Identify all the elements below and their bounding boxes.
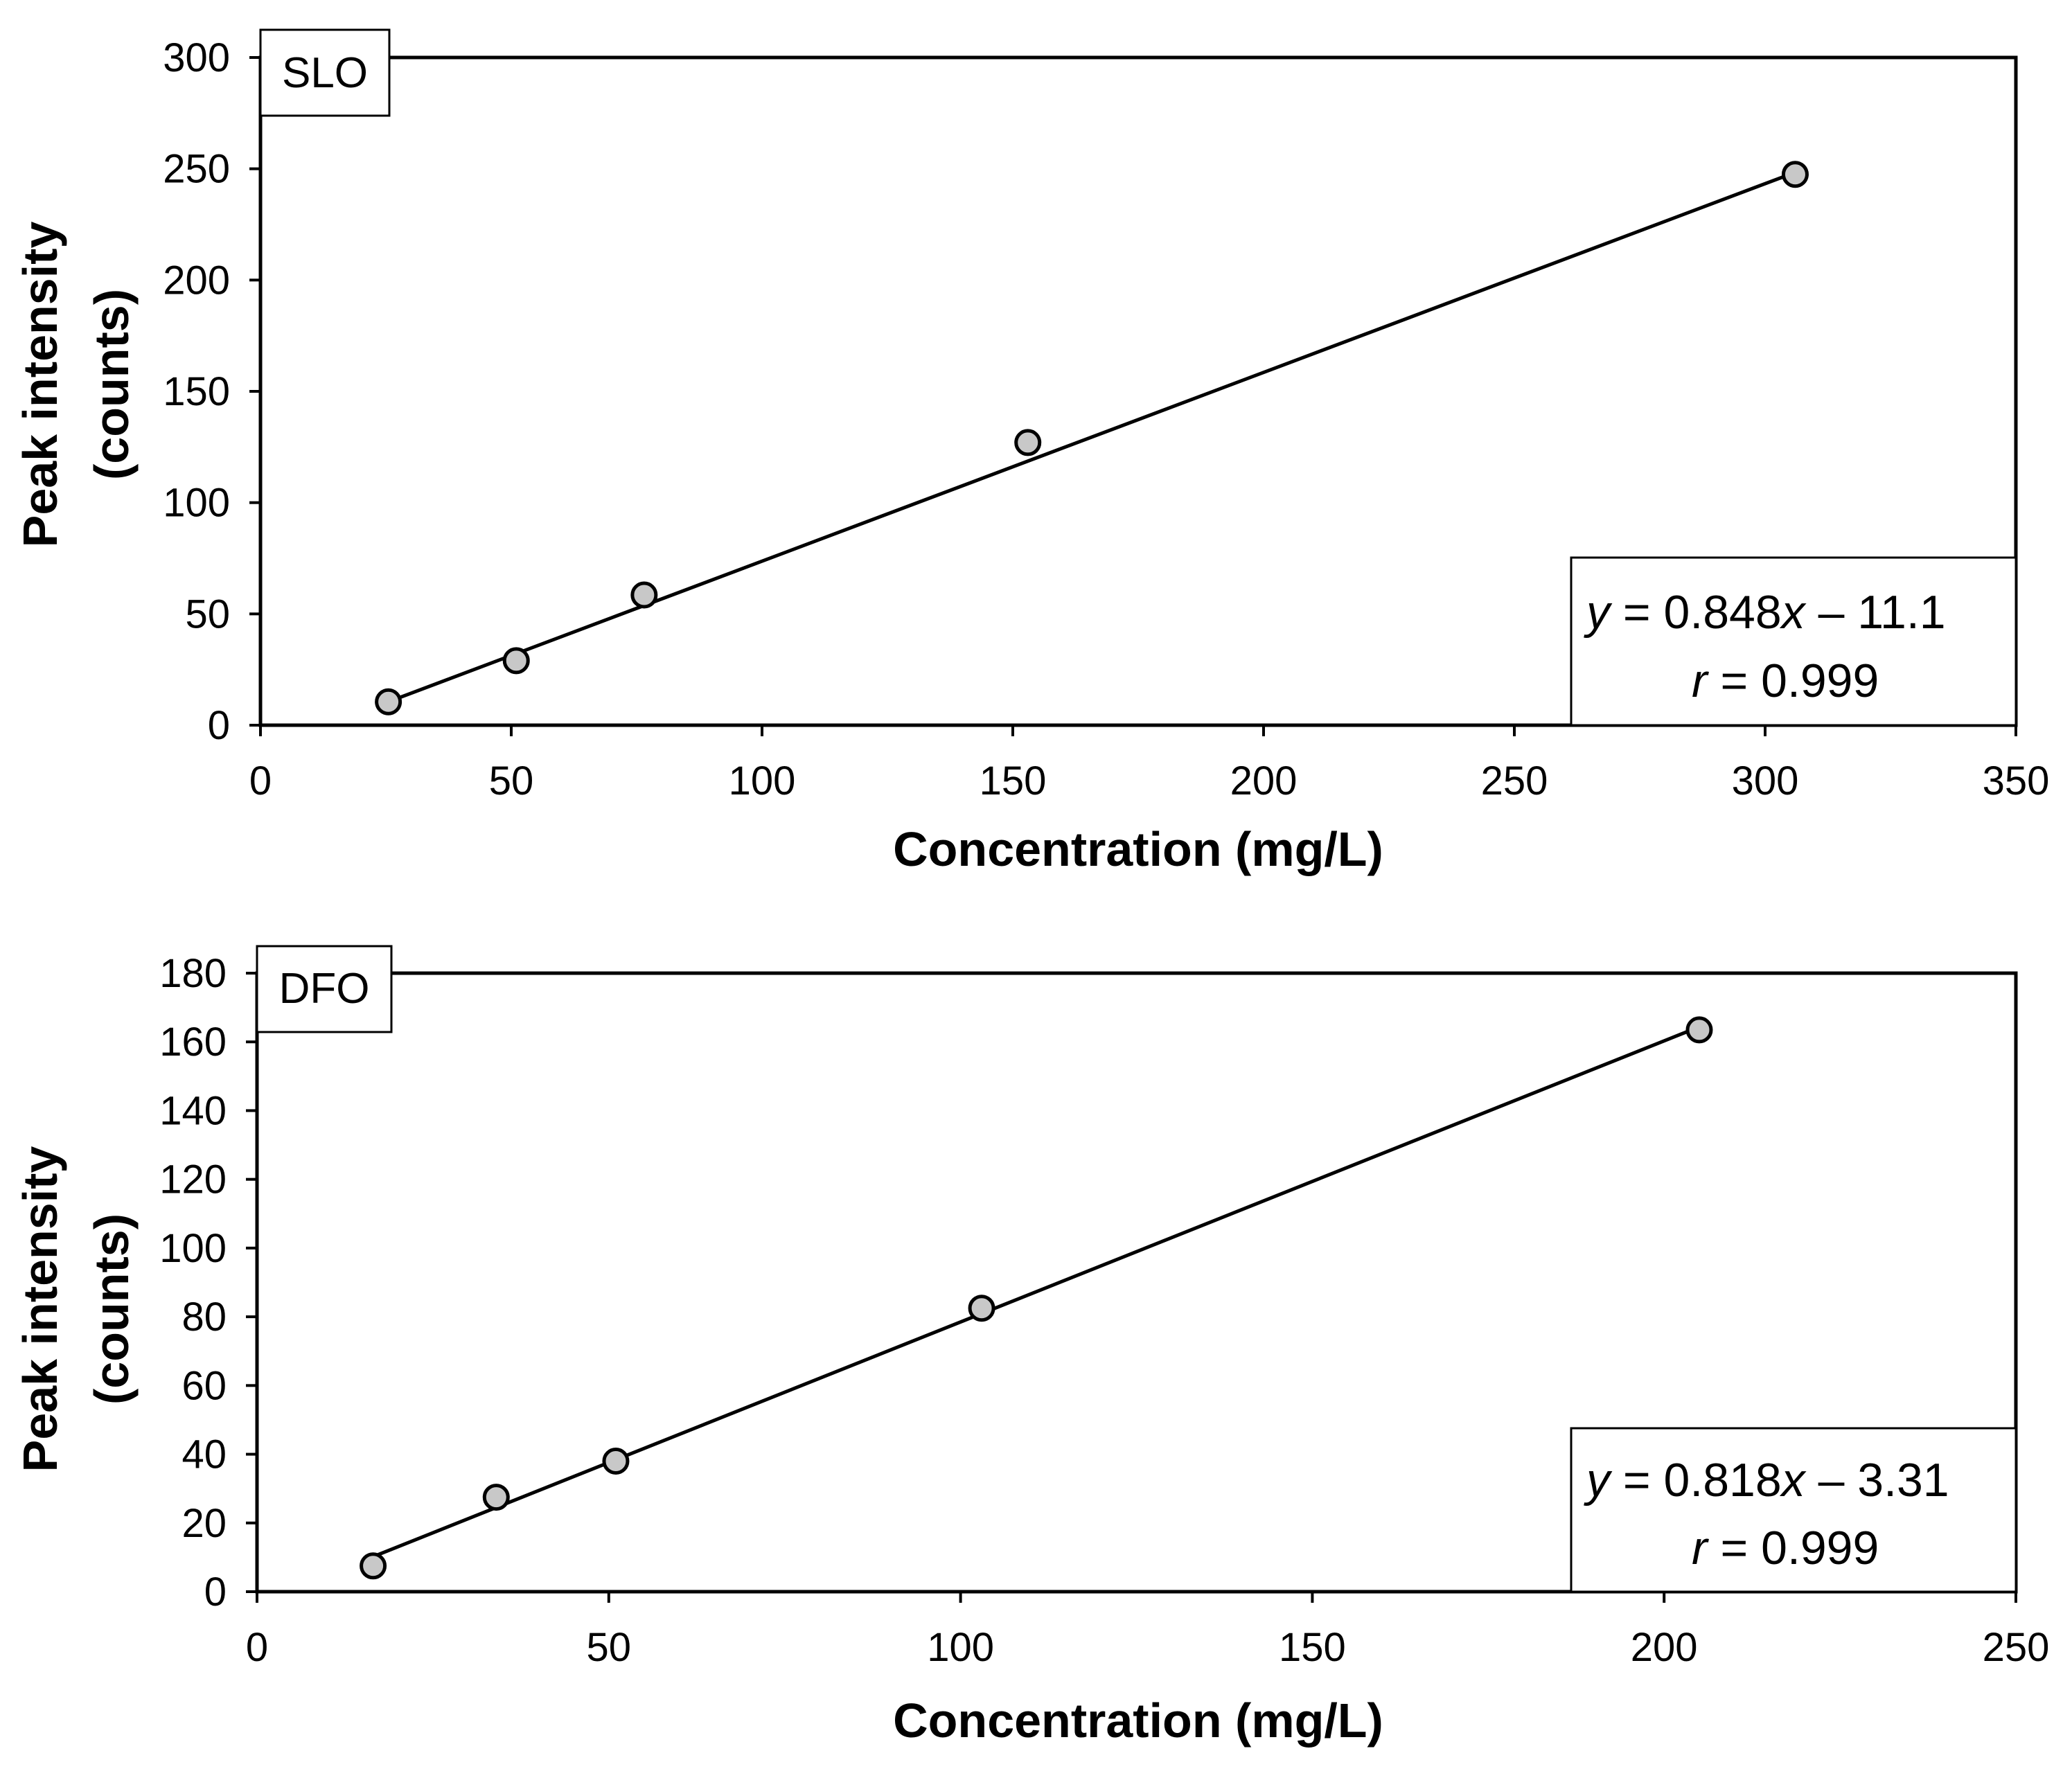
- x-tick-labels-dfo: 0 50 100 150 200 250: [246, 1625, 2050, 1670]
- x-tick-label: 250: [1983, 1625, 2050, 1670]
- x-tick-label: 250: [1481, 758, 1548, 803]
- data-point: [1014, 429, 1042, 456]
- y-tick-label: 120: [159, 1157, 227, 1202]
- x-tick-label: 0: [246, 1625, 268, 1670]
- y-axis-title-line2-dfo: (counts): [85, 1214, 139, 1405]
- data-point: [630, 581, 658, 609]
- equation-slope: = 0.818: [1610, 1454, 1782, 1506]
- y-ticks-slo: [249, 56, 260, 727]
- panel-label-slo: SLO: [282, 49, 368, 97]
- chart-panel-dfo: 0 20 40 60 80 100 120 140 160 180 0 50 100 150 200 250…: [13, 945, 2050, 1748]
- equation-box-dfo: [1570, 1427, 2017, 1593]
- equation-intercept: – 11.1: [1805, 586, 1946, 639]
- y-tick-label: 150: [163, 369, 230, 414]
- x-tick-label: 100: [729, 758, 796, 803]
- data-point: [1781, 161, 1809, 188]
- x-ticks-dfo: [256, 1592, 2017, 1603]
- data-point: [968, 1295, 995, 1322]
- correlation-r-var: r: [1692, 655, 1709, 707]
- y-tick-label: 200: [163, 258, 230, 303]
- x-tick-label: 300: [1732, 758, 1799, 803]
- data-point: [375, 688, 402, 715]
- x-tick-label: 150: [980, 758, 1047, 803]
- data-point: [502, 647, 530, 675]
- y-tick-label: 50: [185, 592, 230, 637]
- correlation-value: = 0.999: [1708, 655, 1879, 707]
- x-tick-labels-slo: 0 50 100 150 200 250 300 350: [249, 758, 2050, 803]
- x-tick-label: 350: [1983, 758, 2050, 803]
- correlation-line-slo: r = 0.999: [1692, 655, 1879, 707]
- data-point: [360, 1552, 387, 1580]
- x-tick-label: 200: [1631, 1625, 1698, 1670]
- y-axis-title-slo: Peak intensity (counts): [13, 222, 139, 548]
- panel-label-dfo: DFO: [279, 965, 370, 1013]
- x-tick-label: 50: [587, 1625, 632, 1670]
- data-points-dfo: [360, 1016, 1713, 1580]
- equation-line-slo: y = 0.848x – 11.1: [1584, 586, 1946, 639]
- equation-line-dfo: y = 0.818x – 3.31: [1584, 1454, 1949, 1506]
- panel-label-box-dfo: [256, 945, 393, 1033]
- equation-x-var: x: [1780, 586, 1807, 639]
- x-axis-title-slo: Concentration (mg/L): [893, 822, 1383, 876]
- fit-line-slo: [387, 170, 1796, 704]
- y-tick-label: 0: [208, 703, 230, 748]
- y-tick-label: 140: [159, 1088, 227, 1133]
- y-axis-title-line2-slo: (counts): [85, 289, 139, 480]
- equation-y-var: y: [1584, 1454, 1613, 1506]
- y-tick-label: 40: [181, 1432, 227, 1477]
- x-tick-label: 0: [249, 758, 272, 803]
- equation-intercept: – 3.31: [1805, 1454, 1949, 1506]
- equation-y-var: y: [1584, 586, 1613, 639]
- y-axis-title-line1-dfo: Peak intensity: [13, 1146, 67, 1473]
- x-tick-label: 200: [1230, 758, 1298, 803]
- y-tick-label: 100: [159, 1226, 227, 1271]
- y-tick-label: 80: [181, 1295, 227, 1340]
- equation-x-var: x: [1780, 1454, 1807, 1506]
- y-tick-label: 180: [159, 951, 227, 996]
- y-tick-label: 300: [163, 35, 230, 80]
- data-points-slo: [375, 161, 1809, 715]
- fit-line-dfo: [372, 1025, 1700, 1558]
- data-point: [602, 1447, 630, 1475]
- correlation-r-var: r: [1692, 1522, 1709, 1574]
- y-tick-label: 20: [181, 1501, 227, 1546]
- y-tick-label: 60: [181, 1363, 227, 1408]
- x-axis-title-dfo: Concentration (mg/L): [893, 1694, 1383, 1748]
- correlation-line-dfo: r = 0.999: [1692, 1522, 1879, 1574]
- y-axis-title-line1-slo: Peak intensity: [13, 222, 67, 548]
- x-tick-label: 50: [489, 758, 534, 803]
- y-tick-label: 160: [159, 1020, 227, 1065]
- y-axis-title-dfo: Peak intensity (counts): [13, 1146, 139, 1473]
- y-tick-label: 250: [163, 147, 230, 192]
- y-tick-labels-slo: 0 50 100 150 200 250 300: [163, 35, 230, 748]
- panel-label-box-slo: [259, 28, 391, 117]
- y-tick-label: 100: [163, 481, 230, 526]
- plot-frame-dfo: [255, 971, 2018, 1594]
- x-tick-label: 100: [927, 1625, 994, 1670]
- y-tick-label: 0: [204, 1570, 227, 1615]
- data-point: [482, 1484, 510, 1511]
- x-ticks-slo: [259, 725, 2017, 736]
- correlation-value: = 0.999: [1708, 1522, 1879, 1574]
- equation-box-slo: [1570, 556, 2017, 727]
- y-ticks-dfo: [246, 972, 257, 1593]
- y-tick-labels-dfo: 0 20 40 60 80 100 120 140 160 180: [159, 951, 227, 1615]
- data-point: [1685, 1016, 1713, 1044]
- equation-slope: = 0.848: [1610, 586, 1782, 639]
- chart-panel-slo: 0 50 100 150 200 250 300 0 50 100 150 200 250 300 350…: [13, 28, 2050, 876]
- x-tick-label: 150: [1279, 1625, 1346, 1670]
